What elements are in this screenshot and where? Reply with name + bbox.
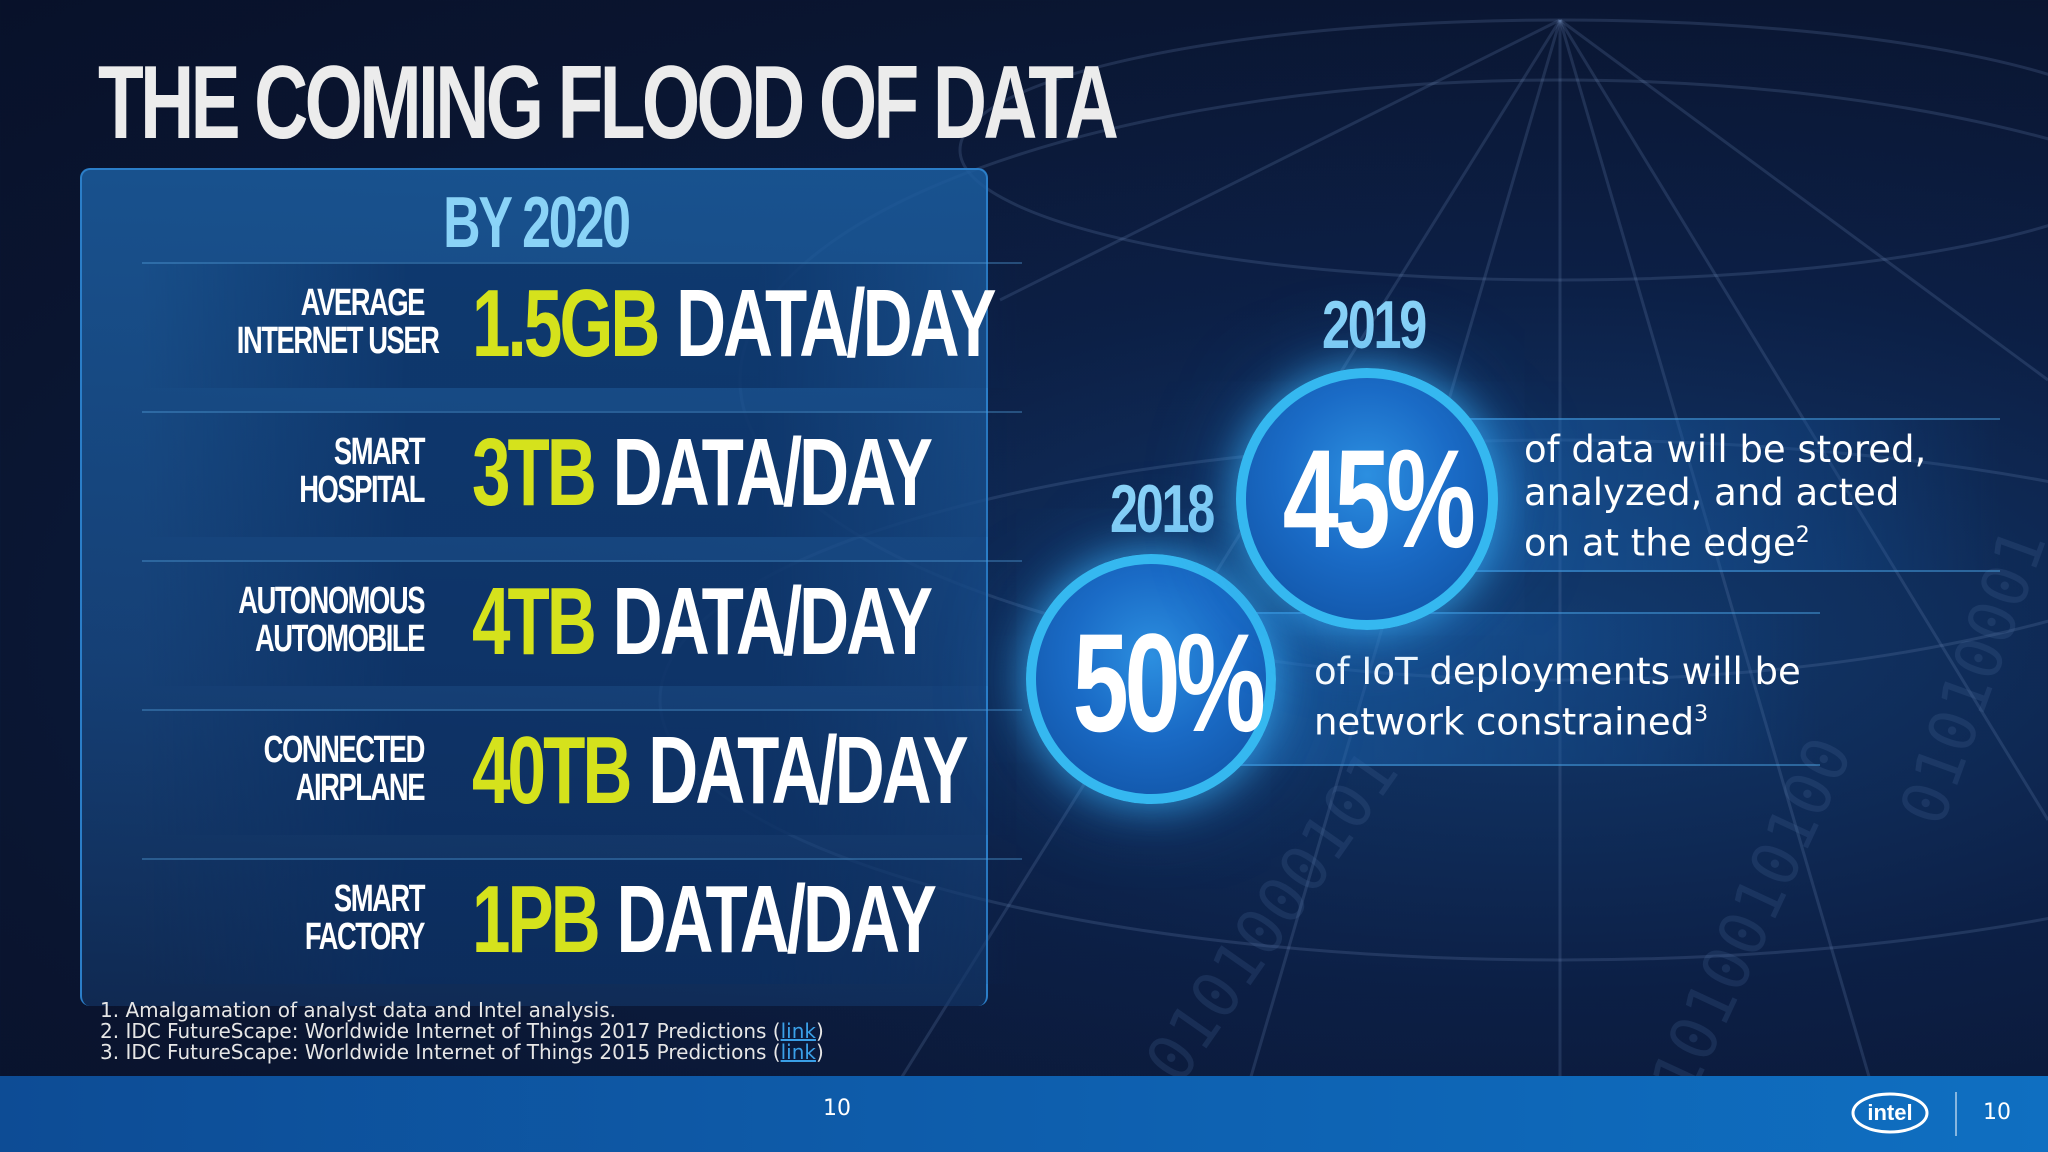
page-number-center: 10 xyxy=(823,1096,851,1121)
data-unit: DATA/DAY xyxy=(612,419,933,526)
row-value: 1PB DATA/DAY xyxy=(472,870,937,970)
data-unit: DATA/DAY xyxy=(648,717,968,824)
table-row: AUTONOMOUS AUTOMOBILE 4TB DATA/DAY xyxy=(142,560,1022,686)
slide-footer-bar: 10 intel 10 xyxy=(0,1076,2048,1152)
intel-logo-icon: intel xyxy=(1851,1092,1929,1134)
data-unit: DATA/DAY xyxy=(616,866,937,973)
data-amount: 1PB xyxy=(472,866,601,973)
data-amount: 1.5GB xyxy=(472,270,660,377)
stat-circle-2018: 50% xyxy=(1026,554,1276,804)
stat-year-2018: 2018 xyxy=(1110,471,1215,547)
row-label: SMART FACTORY xyxy=(304,878,426,958)
row-label: CONNECTED AIRPLANE xyxy=(263,729,426,809)
table-row: SMART HOSPITAL 3TB DATA/DAY xyxy=(142,411,1022,537)
footnote-1: 1. Amalgamation of analyst data and Inte… xyxy=(100,998,616,1022)
footnote-3-link[interactable]: link xyxy=(780,1040,816,1064)
slide-title: THE COMING FLOOD OF DATA xyxy=(98,45,1119,161)
data-unit: DATA/DAY xyxy=(612,568,933,675)
row-label: SMART HOSPITAL xyxy=(299,431,425,511)
data-amount: 3TB xyxy=(472,419,597,526)
row-label: AVERAGE INTERNET USER xyxy=(236,282,440,362)
footnote-3: 3. IDC FutureScape: Worldwide Internet o… xyxy=(100,1040,824,1064)
data-per-day-panel: BY 2020 AVERAGE INTERNET USER 1.5GB DATA/D… xyxy=(80,168,1022,1006)
table-row: CONNECTED AIRPLANE 40TB DATA/DAY xyxy=(142,709,1022,835)
stat-value-2019: 45% xyxy=(1282,420,1476,577)
table-row: AVERAGE INTERNET USER 1.5GB DATA/DAY xyxy=(142,262,1022,388)
stat-value-2018: 50% xyxy=(1072,604,1266,761)
stat-text-2019: of data will be stored, analyzed, and ac… xyxy=(1524,428,1927,565)
footer-divider xyxy=(1955,1092,1957,1136)
stat-circle-2019: 45% xyxy=(1236,368,1498,630)
binary-digits-decoration: 1010010100 xyxy=(1637,726,1868,1108)
footnote-2: 2. IDC FutureScape: Worldwide Internet o… xyxy=(100,1019,824,1043)
svg-text:intel: intel xyxy=(1867,1100,1912,1125)
row-value: 4TB DATA/DAY xyxy=(472,572,933,672)
footnotes: 1. Amalgamation of analyst data and Inte… xyxy=(100,1000,824,1063)
stat-year-2019: 2019 xyxy=(1322,287,1427,363)
stat-band-2019 xyxy=(1400,418,2000,572)
stat-band-2018 xyxy=(1200,612,1820,766)
footnote-2-link[interactable]: link xyxy=(780,1019,816,1043)
page-number-right: 10 xyxy=(1983,1100,2011,1125)
data-unit: DATA/DAY xyxy=(676,270,996,377)
panel-heading: BY 2020 xyxy=(443,183,631,263)
row-value: 1.5GB DATA/DAY xyxy=(472,274,996,374)
table-row: SMART FACTORY 1PB DATA/DAY xyxy=(142,858,1022,984)
row-label: AUTONOMOUS AUTOMOBILE xyxy=(238,580,425,660)
data-amount: 40TB xyxy=(472,717,632,824)
row-value: 3TB DATA/DAY xyxy=(472,423,933,523)
row-value: 40TB DATA/DAY xyxy=(472,721,969,821)
stat-text-2018: of IoT deployments will be network const… xyxy=(1314,650,1801,744)
data-amount: 4TB xyxy=(472,568,597,675)
